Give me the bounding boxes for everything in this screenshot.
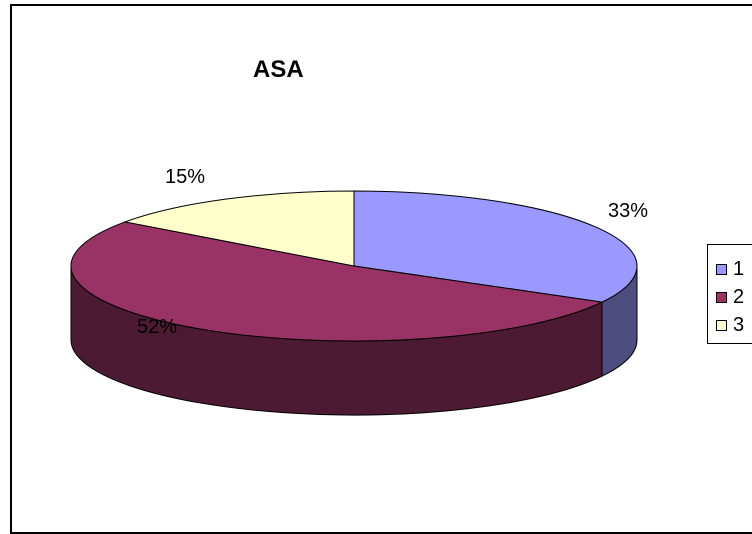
pie-chart [0, 0, 752, 517]
legend-item-3: 3 [716, 313, 744, 337]
legend: 1 2 3 [707, 244, 752, 344]
legend-label-1: 1 [733, 258, 744, 281]
data-label-3: 15% [165, 166, 205, 189]
legend-swatch-2 [716, 292, 727, 303]
data-label-1: 33% [608, 200, 648, 223]
legend-swatch-3 [716, 320, 727, 331]
legend-item-1: 1 [716, 257, 744, 281]
data-label-2: 52% [137, 316, 177, 339]
legend-item-2: 2 [716, 285, 744, 309]
legend-label-2: 2 [733, 286, 744, 309]
legend-swatch-1 [716, 264, 727, 275]
legend-label-3: 3 [733, 314, 744, 337]
